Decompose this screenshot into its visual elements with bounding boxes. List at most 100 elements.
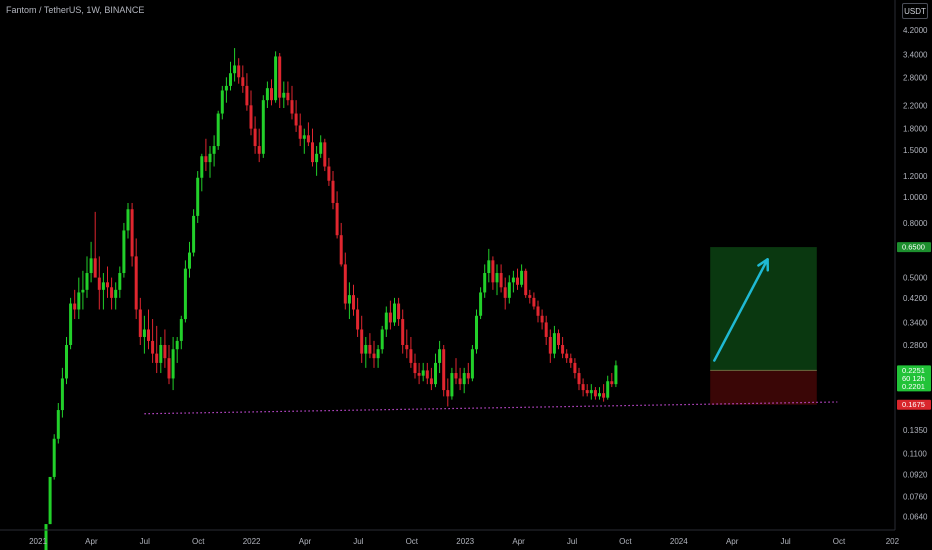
candle <box>155 325 159 374</box>
candle-body <box>573 362 577 374</box>
candle-body <box>565 353 569 359</box>
candle <box>278 53 282 109</box>
candle <box>241 65 245 93</box>
candle <box>298 113 302 147</box>
candle <box>552 325 556 359</box>
candle-body <box>220 90 224 114</box>
candle-body <box>524 270 528 296</box>
candle <box>393 297 396 326</box>
y-tick-label: 0.5000 <box>903 274 928 283</box>
candle-body <box>356 309 360 330</box>
candle <box>126 202 130 239</box>
y-tick-label: 0.8000 <box>903 219 928 228</box>
candle <box>446 378 450 407</box>
candle-body <box>352 295 355 310</box>
x-tick-label: Jul <box>780 537 790 546</box>
candle <box>106 266 109 298</box>
candle-body <box>347 295 351 304</box>
candle <box>319 135 323 158</box>
candle <box>196 171 200 223</box>
candle <box>48 476 52 525</box>
candle <box>52 434 56 480</box>
x-tick-label: Jul <box>353 537 363 546</box>
candle <box>85 256 89 298</box>
candle-body <box>315 153 319 163</box>
candle-body <box>561 345 565 354</box>
candle-body <box>499 273 503 288</box>
candle <box>516 268 519 290</box>
badge-label: 0.2251 <box>902 366 925 375</box>
y-tick-label: 0.1100 <box>903 450 927 459</box>
candle <box>323 138 327 172</box>
candle <box>409 336 413 368</box>
candle <box>507 275 511 304</box>
candle-body <box>192 215 196 253</box>
candle <box>200 153 204 192</box>
y-tick-label: 2.8000 <box>903 73 928 82</box>
x-tick-label: 2021 <box>29 537 47 546</box>
candle-body <box>364 345 368 354</box>
y-tick-label: 1.5000 <box>903 146 928 155</box>
y-tick-label: 0.3400 <box>903 318 928 327</box>
candle <box>97 256 101 310</box>
candle-body <box>155 353 159 363</box>
candle-body <box>261 100 265 154</box>
price-badge-stop: 0.1675 <box>897 399 931 410</box>
candle-body <box>516 277 519 285</box>
candle-body <box>286 92 290 101</box>
candle <box>237 58 241 84</box>
candle <box>536 300 540 323</box>
candle <box>245 73 249 111</box>
candle-body <box>159 345 163 363</box>
candle-body <box>130 209 134 257</box>
candle <box>429 367 433 391</box>
candle <box>380 325 384 354</box>
candle-body <box>97 277 101 290</box>
candle-body <box>343 264 347 304</box>
candle <box>442 345 446 397</box>
candle <box>569 353 573 368</box>
y-tick-label: 0.0920 <box>903 470 928 479</box>
candle-body <box>122 230 126 274</box>
candle <box>147 309 150 350</box>
y-tick-label: 2.2000 <box>903 101 928 110</box>
candle <box>89 241 93 283</box>
candle-body <box>495 273 499 283</box>
candle-body <box>548 336 552 354</box>
candle <box>388 300 392 330</box>
candle <box>290 85 294 120</box>
candle-body <box>581 384 585 391</box>
arrow-head <box>757 258 770 272</box>
candle-body <box>479 292 483 316</box>
candle-body <box>487 260 491 274</box>
candle <box>142 315 146 354</box>
currency-button[interactable]: USDT <box>902 3 928 19</box>
candle <box>233 48 237 82</box>
candle-body <box>163 345 167 359</box>
candle-body <box>319 142 323 154</box>
candle <box>294 100 298 132</box>
candle <box>503 277 507 310</box>
candle <box>212 135 216 167</box>
candle-body <box>458 378 462 385</box>
y-tick-label: 1.2000 <box>903 172 928 181</box>
candle-body <box>470 349 474 379</box>
candle <box>438 340 442 374</box>
candle <box>614 360 618 388</box>
candle-body <box>118 273 122 290</box>
candle-body <box>446 390 450 397</box>
candle <box>224 77 228 103</box>
candle-body <box>483 273 487 293</box>
x-tick-label: 202 <box>886 537 900 546</box>
candle-body <box>302 135 306 139</box>
x-tick-label: 2024 <box>670 537 688 546</box>
candle <box>261 95 265 158</box>
candle-body <box>114 289 118 298</box>
candle-body <box>48 476 52 525</box>
candle <box>327 157 331 186</box>
candle-body <box>380 329 384 350</box>
candle <box>573 358 577 379</box>
candle-body <box>233 65 237 74</box>
candle <box>491 256 495 290</box>
